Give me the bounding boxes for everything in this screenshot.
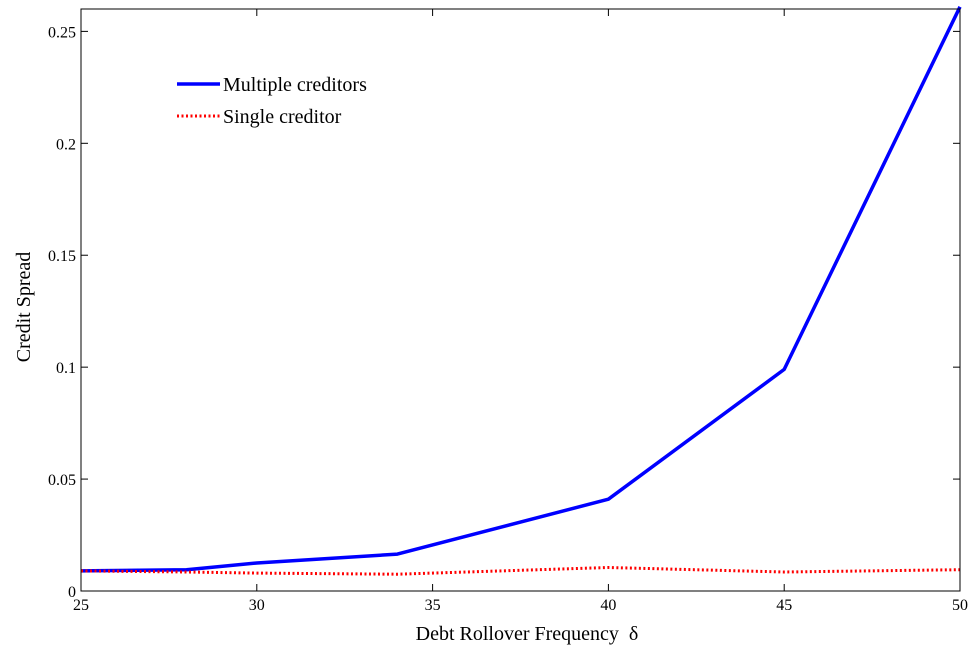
legend: Multiple creditors Single creditor bbox=[177, 74, 367, 128]
y-tick-label: 0.2 bbox=[56, 136, 76, 153]
axis-ticks bbox=[80, 9, 961, 592]
x-tick-label: 25 bbox=[73, 597, 89, 614]
y-tick-label: 0.25 bbox=[48, 24, 76, 41]
x-tick-label: 40 bbox=[600, 597, 616, 614]
x-tick-label: 45 bbox=[776, 597, 792, 614]
y-tick-label: 0.05 bbox=[48, 472, 76, 489]
series-line-multiple-creditors bbox=[80, 6, 962, 573]
plot-lines bbox=[80, 6, 962, 576]
axis-tick-labels: 25 30 35 40 45 50 0 0.05 0.1 0.15 0.2 0.25 bbox=[48, 24, 968, 614]
legend-label: Single creditor bbox=[223, 106, 342, 128]
y-tick-label: 0.1 bbox=[56, 360, 76, 377]
legend-label: Multiple creditors bbox=[223, 74, 367, 96]
y-axis-label: Credit Spread bbox=[13, 252, 35, 363]
x-axis-label: Debt Rollover Frequency δ bbox=[416, 623, 639, 645]
series-line-single-creditor bbox=[80, 566, 961, 576]
x-tick-label: 30 bbox=[249, 597, 265, 614]
x-tick-label: 35 bbox=[425, 597, 441, 614]
plot-frame bbox=[80, 8, 961, 592]
y-tick-label: 0 bbox=[68, 584, 76, 601]
x-tick-label: 50 bbox=[952, 597, 968, 614]
y-tick-label: 0.15 bbox=[48, 248, 76, 265]
